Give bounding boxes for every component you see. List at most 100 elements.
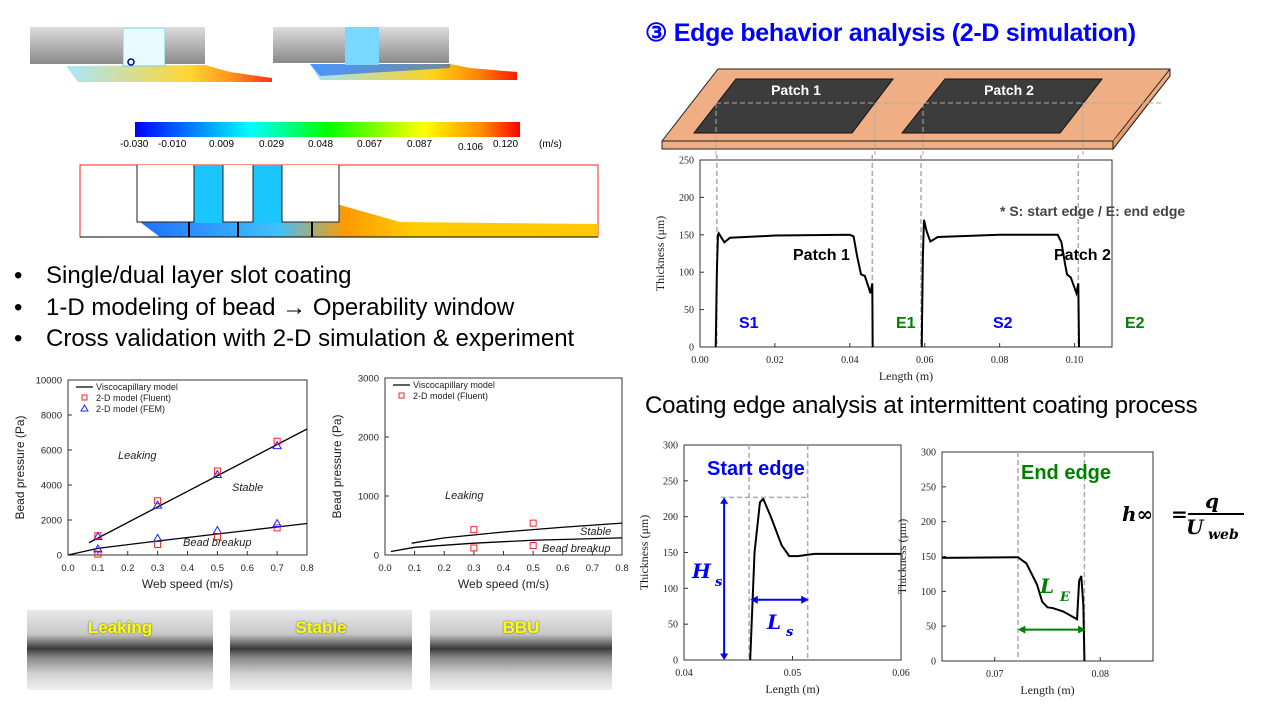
y-tick-label: 2000: [358, 433, 379, 444]
photo-stable: Stable: [230, 610, 412, 690]
edge-label: S2: [993, 315, 1013, 332]
y-tick-label: 150: [679, 230, 694, 241]
x-tick-label: 0.06: [892, 668, 910, 679]
colorbar-tick: 0.120: [493, 139, 519, 150]
colorbar-tick: 0.106: [458, 142, 484, 153]
x-tick-label: 0.7: [586, 563, 599, 574]
patch-1-curve-label: Patch 1: [793, 247, 850, 264]
ls-symbol: L: [766, 610, 781, 634]
y-tick-label: 8000: [41, 411, 62, 422]
fluent-point: [529, 519, 537, 527]
formula-equals: =: [1171, 502, 1188, 526]
le-subscript: E: [1059, 590, 1071, 605]
fluent-point: [94, 550, 102, 558]
hs-symbol: H: [691, 559, 712, 583]
y-tick-label: 150: [921, 552, 936, 563]
formula-lhs: h∞: [1122, 502, 1153, 526]
fluent-point: [273, 437, 281, 445]
bullet-text: Cross validation with 2-D simulation & e…: [46, 325, 575, 352]
x-axis-label: Web speed (m/s): [458, 577, 549, 591]
edge-legend-note: * S: start edge / E: end edge: [1000, 203, 1185, 219]
y-tick-label: 100: [921, 587, 936, 598]
legend-entry: Viscocapillary model: [96, 382, 178, 392]
formula-denominator-subscript: web: [1208, 527, 1239, 543]
fluent-point: [470, 544, 478, 552]
photo-bbu: BBU: [430, 610, 612, 690]
y-tick-label: 250: [921, 482, 936, 493]
region-label-bead-breakup: Bead breakup: [542, 543, 611, 555]
x-tick-label: 0.6: [241, 563, 254, 574]
plot-frame: [699, 159, 1113, 348]
bullet-item: • Single/dual layer slot coating: [14, 262, 352, 290]
y-tick-label: 6000: [41, 446, 62, 457]
patch-2-label: Patch 2: [984, 82, 1034, 98]
x-tick-label: 0.1: [91, 563, 104, 574]
x-tick-label: 0.3: [151, 563, 164, 574]
x-tick-label: 0.4: [497, 563, 510, 574]
legend-square: [81, 394, 88, 401]
le-symbol: L: [1039, 574, 1054, 598]
y-tick-label: 4000: [41, 481, 62, 492]
x-axis-label: Length (m): [879, 369, 933, 383]
colorbar-unit: (m/s): [539, 139, 562, 150]
colorbar-tick: -0.030: [120, 139, 149, 150]
bullet-item: • Cross validation with 2-D simulation & …: [14, 325, 575, 353]
fem-point: [93, 531, 103, 541]
y-tick-label: 50: [684, 305, 694, 316]
curve-line: [411, 522, 623, 544]
x-tick-label: 0.5: [211, 563, 224, 574]
section-title: ③ Edge behavior analysis (2-D simulation…: [645, 19, 1136, 47]
x-tick-label: 0.3: [467, 563, 480, 574]
y-tick-label: 300: [663, 441, 678, 452]
region-label-leaking: Leaking: [445, 490, 484, 502]
patch-2-curve-label: Patch 2: [1054, 247, 1111, 264]
x-tick-label: 0.04: [675, 668, 693, 679]
fem-point: [272, 518, 282, 527]
fluent-point: [154, 497, 162, 505]
y-tick-label: 2000: [41, 516, 62, 527]
region-label-stable: Stable: [580, 526, 611, 538]
x-tick-label: 0.7: [271, 563, 284, 574]
y-tick-label: 50: [668, 620, 678, 631]
y-tick-label: 0: [57, 551, 62, 562]
y-tick-label: 200: [663, 512, 678, 523]
y-tick-label: 250: [663, 476, 678, 487]
bullet-text: 1-D modeling of bead → Operability windo…: [46, 294, 515, 321]
curve-line: [88, 428, 308, 544]
fem-point: [152, 533, 163, 542]
y-tick-label: 10000: [36, 376, 62, 387]
x-tick-label: 0.10: [1066, 355, 1084, 366]
y-tick-label: 100: [663, 584, 678, 595]
x-tick-label: 0.0: [378, 563, 391, 574]
y-tick-label: 0: [374, 551, 379, 562]
x-tick-label: 0.04: [841, 355, 859, 366]
section-subtitle: Coating edge analysis at intermittent co…: [645, 392, 1198, 419]
photo-leaking: Leaking: [27, 610, 213, 690]
x-tick-label: 0.8: [300, 563, 313, 574]
y-axis-label: Bead pressure (Pa): [13, 415, 27, 519]
x-tick-label: 0.08: [991, 355, 1009, 366]
x-tick-label: 0.5: [527, 563, 540, 574]
colorbar-tick: 0.009: [209, 139, 235, 150]
bullet-text: Single/dual layer slot coating: [46, 262, 352, 289]
curve-line: [941, 556, 1086, 662]
x-tick-label: 0.0: [61, 563, 74, 574]
x-axis-label: Web speed (m/s): [142, 577, 233, 591]
bullet-dot: •: [14, 325, 23, 352]
fem-point: [212, 525, 223, 534]
x-axis-label: Length (m): [765, 682, 819, 696]
y-tick-label: 3000: [358, 374, 379, 385]
curve-line: [749, 496, 901, 661]
fluent-point: [154, 541, 162, 548]
ls-subscript: s: [786, 625, 794, 640]
y-tick-label: 0: [931, 657, 936, 668]
y-axis-label: Thickness (μm): [653, 216, 667, 291]
x-tick-label: 0.6: [556, 563, 569, 574]
edge-label: E2: [1125, 315, 1145, 332]
colorbar-tick: 0.087: [407, 139, 433, 150]
formula-numerator: q: [1205, 489, 1219, 513]
x-tick-label: 0.07: [986, 669, 1004, 680]
bullet-dot: •: [14, 262, 23, 289]
curve-line: [390, 537, 623, 553]
